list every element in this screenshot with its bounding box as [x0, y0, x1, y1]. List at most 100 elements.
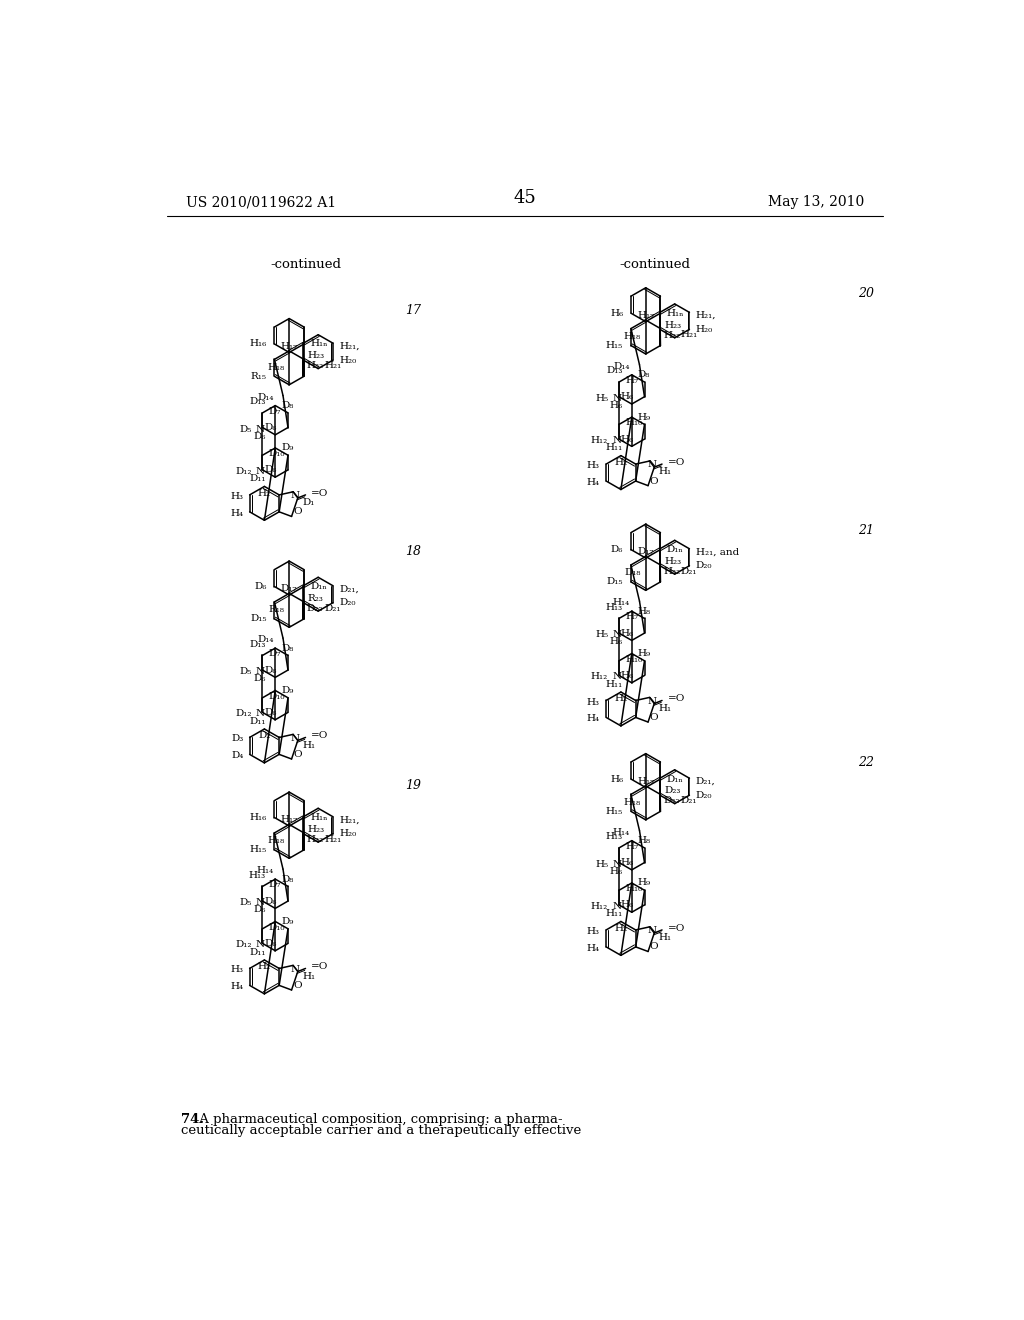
Text: D₇: D₇	[268, 649, 281, 659]
Text: D₂₁: D₂₁	[681, 566, 697, 576]
Text: D₆: D₆	[265, 939, 278, 948]
Text: 45: 45	[513, 190, 537, 207]
Text: D₁₃: D₁₃	[250, 397, 266, 407]
Text: D₉: D₉	[282, 686, 294, 694]
Text: D₆: D₆	[610, 545, 624, 554]
Text: D₁₂: D₁₂	[236, 467, 252, 477]
Text: H₆: H₆	[621, 392, 634, 401]
Text: H₂₀: H₂₀	[339, 829, 356, 838]
Text: D₁₇: D₁₇	[281, 585, 297, 593]
Text: H₂₁,: H₂₁,	[339, 816, 359, 824]
Text: H₉: H₉	[638, 413, 651, 421]
Text: 74.: 74.	[180, 1113, 204, 1126]
Text: N: N	[647, 697, 656, 706]
Text: H₄: H₄	[230, 982, 244, 991]
Text: O: O	[649, 713, 658, 722]
Text: H₁₅: H₁₅	[606, 807, 624, 816]
Text: H₁₀: H₁₀	[626, 655, 642, 664]
Text: H₁: H₁	[302, 972, 315, 981]
Text: D₁ₙ: D₁ₙ	[667, 545, 683, 554]
Text: D₂₀: D₂₀	[339, 598, 355, 607]
Text: N: N	[612, 393, 622, 403]
Text: D₁₈: D₁₈	[625, 568, 641, 577]
Text: US 2010/0119622 A1: US 2010/0119622 A1	[186, 195, 336, 210]
Text: H₂: H₂	[258, 962, 271, 972]
Text: D₂₂: D₂₂	[664, 796, 680, 805]
Text: ceutically acceptable carrier and a therapeutically effective: ceutically acceptable carrier and a ther…	[180, 1125, 581, 1138]
Text: H₁₂: H₁₂	[591, 902, 608, 911]
Text: D₆: D₆	[265, 466, 278, 474]
Text: H₁₇: H₁₇	[637, 312, 654, 319]
Text: H₁₃: H₁₃	[249, 871, 266, 879]
Text: H₂₀: H₂₀	[695, 325, 713, 334]
Text: D₆: D₆	[265, 896, 278, 906]
Text: D₆: D₆	[254, 432, 266, 441]
Text: H₆: H₆	[621, 628, 634, 638]
Text: 19: 19	[404, 779, 421, 792]
Text: N: N	[256, 467, 265, 477]
Text: N: N	[291, 734, 300, 743]
Text: D₄: D₄	[231, 751, 244, 760]
Text: D₆: D₆	[265, 665, 278, 675]
Text: D₁₁: D₁₁	[250, 717, 266, 726]
Text: H₁: H₁	[658, 467, 672, 477]
Text: H₉: H₉	[638, 879, 651, 887]
Text: 21: 21	[857, 524, 873, 537]
Text: H₁₀: H₁₀	[626, 884, 642, 894]
Text: H₂₀: H₂₀	[339, 355, 356, 364]
Text: H₁₃: H₁₃	[605, 603, 623, 611]
Text: D₂: D₂	[258, 731, 270, 741]
Text: H₁ₙ: H₁ₙ	[667, 309, 684, 318]
Text: D₂₃: D₂₃	[665, 787, 680, 796]
Text: A pharmaceutical composition, comprising: a pharma-: A pharmaceutical composition, comprising…	[195, 1113, 562, 1126]
Text: H₇: H₇	[626, 376, 638, 385]
Text: H₂₃: H₂₃	[307, 351, 325, 360]
Text: H₃: H₃	[587, 697, 600, 706]
Text: H₁₄: H₁₄	[256, 866, 273, 875]
Text: H₆: H₆	[621, 671, 634, 680]
Text: H₁₈: H₁₈	[624, 797, 641, 807]
Text: 20: 20	[857, 286, 873, 300]
Text: N: N	[256, 940, 265, 949]
Text: H₁ₙ: H₁ₙ	[310, 339, 328, 348]
Text: H₈: H₈	[638, 607, 651, 615]
Text: D₁₅: D₁₅	[606, 577, 624, 586]
Text: H₂: H₂	[614, 458, 628, 467]
Text: H₁: H₁	[658, 704, 672, 713]
Text: O: O	[293, 750, 302, 759]
Text: H₂₁,: H₂₁,	[695, 312, 716, 319]
Text: D₆: D₆	[254, 906, 266, 915]
Text: R₂₃: R₂₃	[307, 594, 324, 603]
Text: H₁₃: H₁₃	[605, 833, 623, 841]
Text: H₁₆: H₁₆	[250, 813, 266, 822]
Text: H₂₂: H₂₂	[664, 568, 681, 576]
Text: N: N	[256, 898, 265, 907]
Text: H₆: H₆	[621, 434, 634, 444]
Text: H₁₈: H₁₈	[624, 331, 641, 341]
Text: D₁₄: D₁₄	[257, 392, 273, 401]
Text: H₂₁, and: H₂₁, and	[695, 548, 739, 556]
Text: H₂: H₂	[614, 694, 628, 704]
Text: D₃: D₃	[231, 734, 244, 743]
Text: H₇: H₇	[626, 612, 638, 622]
Text: 22: 22	[857, 756, 873, 770]
Text: H₃: H₃	[230, 965, 244, 974]
Text: D₉: D₉	[282, 444, 294, 453]
Text: D₁: D₁	[302, 498, 314, 507]
Text: H₁₄: H₁₄	[613, 598, 630, 607]
Text: D₁₁: D₁₁	[250, 948, 266, 957]
Text: H₁₈: H₁₈	[267, 363, 285, 371]
Text: D₅: D₅	[240, 898, 252, 907]
Text: H₇: H₇	[626, 842, 638, 851]
Text: N: N	[647, 927, 656, 935]
Text: D₁ₙ: D₁ₙ	[310, 582, 327, 591]
Text: H₁₇: H₁₇	[281, 816, 298, 824]
Text: H₂₁: H₂₁	[681, 330, 698, 339]
Text: D₁₂: D₁₂	[236, 940, 252, 949]
Text: N: N	[256, 425, 265, 433]
Text: D₁₀: D₁₀	[268, 449, 286, 458]
Text: 18: 18	[404, 545, 421, 557]
Text: D₆: D₆	[254, 675, 266, 684]
Text: H₁₁: H₁₁	[605, 680, 623, 689]
Text: H₁₇: H₁₇	[637, 777, 654, 785]
